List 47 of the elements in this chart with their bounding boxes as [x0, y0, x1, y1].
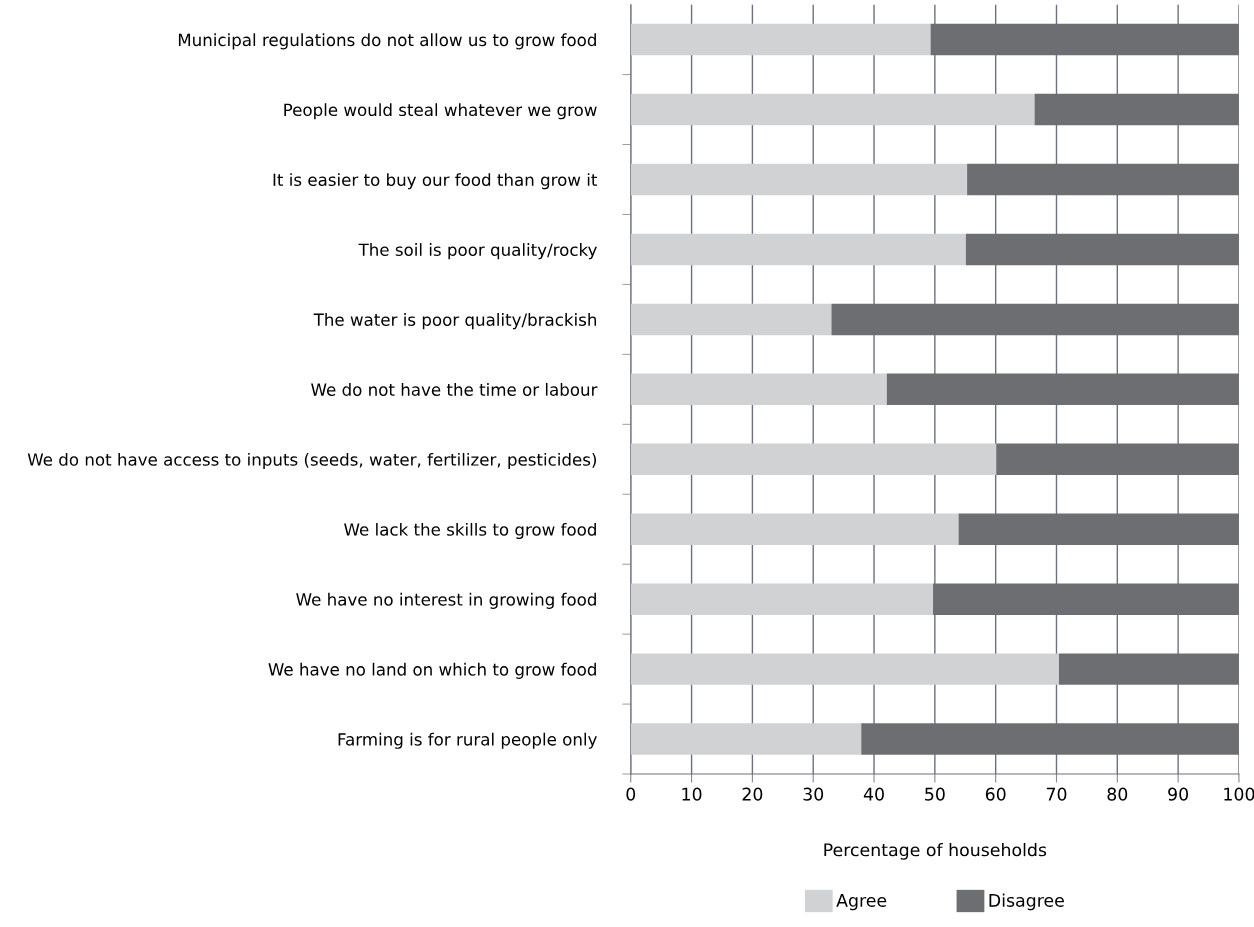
bar	[831, 303, 1239, 336]
legend-label: Agree	[836, 894, 887, 911]
bar	[630, 163, 968, 196]
bar	[630, 373, 887, 406]
bar	[630, 653, 1059, 685]
y-tick-label: We do not have the time or labour	[311, 383, 598, 396]
x-tick-label: 20	[742, 787, 763, 801]
bar	[933, 583, 1239, 615]
bar	[630, 723, 862, 755]
x-tick-label: 70	[1046, 787, 1067, 801]
y-tick-label: We do not have access to inputs (seeds, water, fertilizer, pesticides)	[27, 452, 596, 470]
bar	[886, 373, 1239, 406]
x-tick-label: 30	[803, 787, 824, 801]
x-tick-label: 40	[863, 787, 884, 801]
bar	[996, 443, 1239, 476]
bar	[965, 233, 1239, 266]
bar	[930, 23, 1239, 56]
y-tick-label: We have no interest in growing food	[296, 592, 596, 609]
bar	[861, 723, 1239, 755]
y-tick-label: The water is poor quality/brackish	[313, 313, 597, 330]
y-tick-label: We lack the skills to grow food	[344, 522, 596, 540]
bar	[630, 23, 931, 56]
bar	[630, 583, 934, 615]
y-tick-label: Municipal regulations do not allow us to grow food	[178, 33, 596, 50]
y-tick-label: We have no land on which to grow food	[268, 662, 596, 679]
bar	[630, 93, 1035, 126]
x-axis-title: Percentage of households	[824, 842, 1047, 860]
x-tick-label: 0	[626, 787, 636, 801]
x-tick-label: 50	[925, 787, 945, 801]
y-tick-label: It is easier to buy our food than grow it	[273, 173, 598, 190]
bar	[1034, 93, 1239, 126]
bar	[630, 303, 832, 336]
bar	[958, 513, 1239, 545]
x-tick-label: 80	[1107, 787, 1128, 801]
x-tick-label: 60	[985, 787, 1006, 801]
x-tick-label: 100	[1224, 787, 1254, 801]
bar	[967, 163, 1239, 196]
bar	[1058, 653, 1239, 685]
bar	[630, 443, 997, 476]
x-tick-label: 90	[1168, 787, 1189, 801]
y-tick-label: Farming is for rural people only	[338, 732, 597, 749]
bar	[630, 233, 966, 266]
x-tick-label: 10	[682, 787, 702, 801]
legend-label: Disagree	[989, 893, 1064, 911]
y-tick-label: The soil is poor quality/rocky	[358, 243, 597, 260]
bar	[630, 513, 959, 545]
y-tick-label: People would steal whatever we grow	[284, 103, 597, 120]
